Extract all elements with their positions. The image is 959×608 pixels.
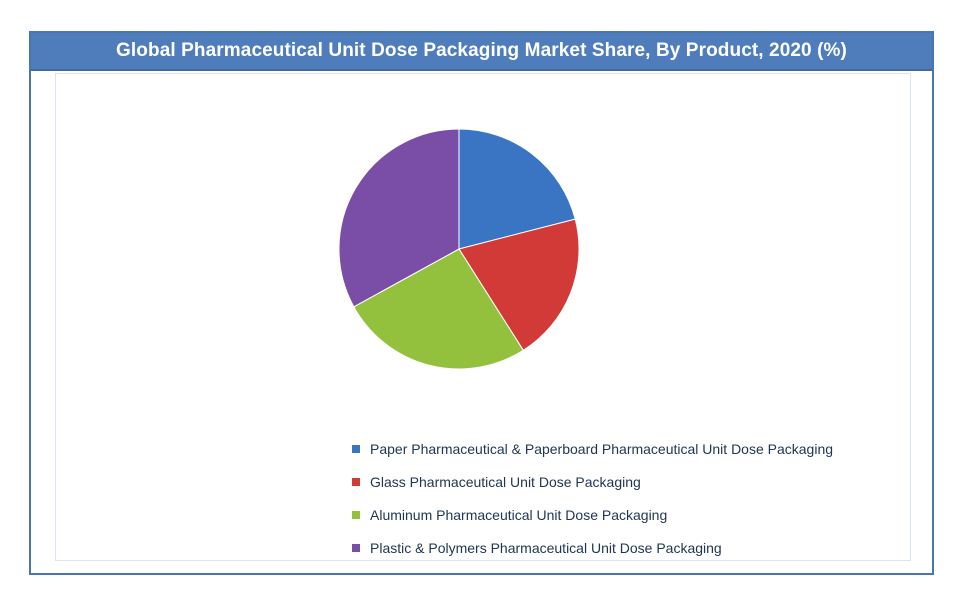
legend-label: Paper Pharmaceutical & Paperboard Pharma… (370, 440, 834, 457)
legend-item: Glass Pharmaceutical Unit Dose Packaging (352, 465, 833, 498)
legend-swatch (352, 477, 360, 486)
pie-slice-2 (458, 218, 580, 352)
plot-area: Paper Pharmaceutical & Paperboard Pharma… (55, 73, 911, 561)
pie-slice-1 (458, 128, 576, 250)
title-bar: Global Pharmaceutical Unit Dose Packagin… (31, 33, 932, 71)
legend-label: Aluminum Pharmaceutical Unit Dose Packag… (370, 506, 668, 523)
legend-label: Plastic & Polymers Pharmaceutical Unit D… (370, 539, 722, 556)
chart-title: Global Pharmaceutical Unit Dose Packagin… (116, 40, 847, 61)
chart-frame: Global Pharmaceutical Unit Dose Packagin… (29, 31, 934, 575)
legend-item: Paper Pharmaceutical & Paperboard Pharma… (352, 432, 833, 465)
legend-swatch (352, 444, 360, 453)
legend: Paper Pharmaceutical & Paperboard Pharma… (352, 432, 833, 564)
pie-chart (338, 128, 580, 370)
pie-slice-3 (353, 248, 524, 370)
legend-label: Glass Pharmaceutical Unit Dose Packaging (370, 473, 641, 490)
legend-swatch (352, 543, 360, 552)
legend-item: Plastic & Polymers Pharmaceutical Unit D… (352, 531, 833, 564)
legend-item: Aluminum Pharmaceutical Unit Dose Packag… (352, 498, 833, 531)
pie-slice-4 (338, 128, 460, 308)
legend-swatch (352, 510, 360, 519)
